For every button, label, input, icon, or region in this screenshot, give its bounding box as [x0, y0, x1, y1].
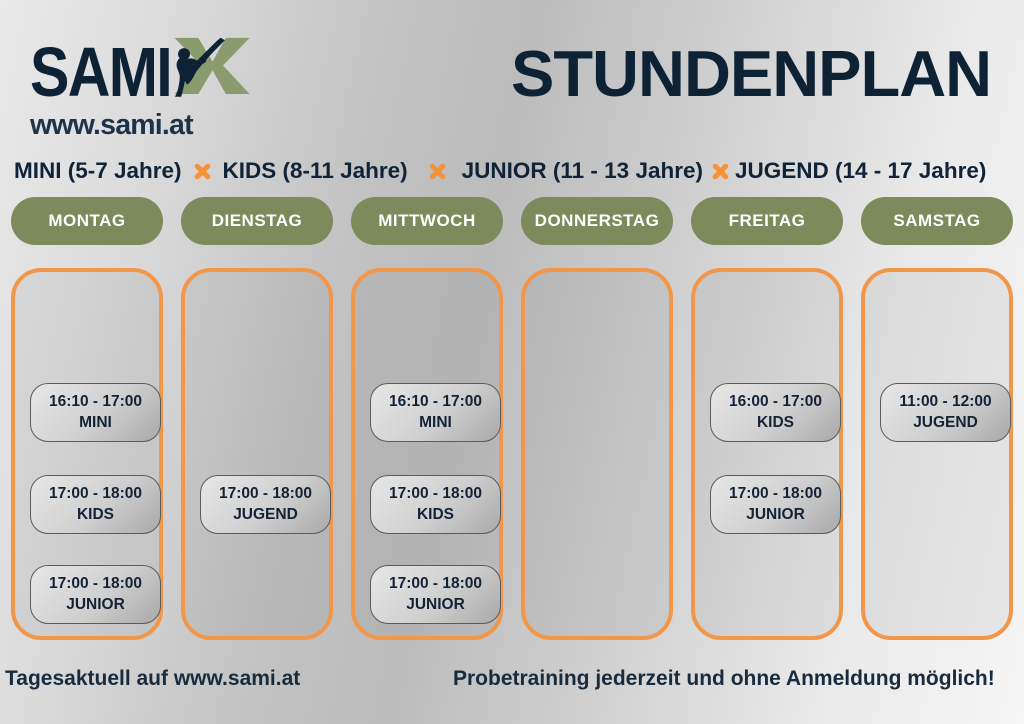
- svg-text:SAMI: SAMI: [30, 33, 171, 110]
